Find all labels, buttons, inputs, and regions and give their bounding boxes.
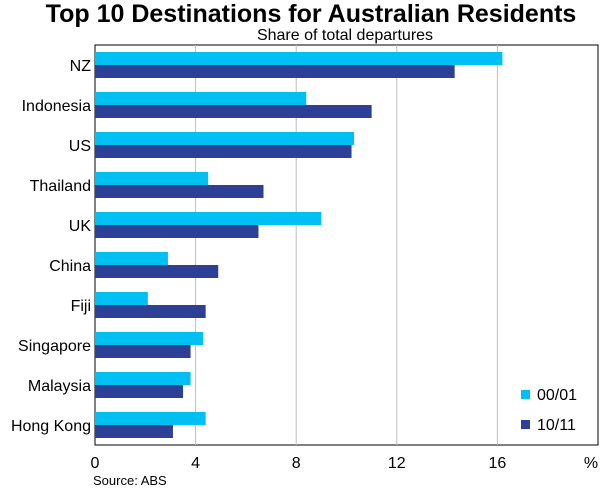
- bar-uk-00-01: [95, 212, 322, 225]
- bar-thailand-00-01: [95, 172, 209, 185]
- category-label-indonesia: Indonesia: [22, 98, 91, 115]
- category-label-singapore: Singapore: [18, 338, 91, 355]
- x-tick-label-4: 4: [191, 455, 200, 472]
- category-label-malaysia: Malaysia: [28, 378, 91, 395]
- bar-fiji-00-01: [95, 292, 148, 305]
- category-labels: NZ Indonesia US Thailand UK China Fiji Singapor…: [11, 58, 91, 435]
- legend-swatch-00-01: [521, 390, 530, 399]
- x-tick-label-12: 12: [388, 455, 406, 472]
- bar-nz-00-01: [95, 52, 503, 65]
- category-label-uk: UK: [69, 218, 92, 235]
- legend-label-10-11: 10/11: [537, 417, 576, 434]
- bar-singapore-00-01: [95, 332, 204, 345]
- x-tick-label-8: 8: [292, 455, 301, 472]
- bar-malaysia-00-01: [95, 372, 191, 385]
- chart-title: Top 10 Destinations for Australian Resid…: [46, 0, 577, 28]
- bar-fiji-10-11: [95, 305, 206, 318]
- bar-singapore-10-11: [95, 345, 191, 358]
- bar-hong-kong-00-01: [95, 412, 206, 425]
- x-unit-label: %: [584, 455, 598, 472]
- category-label-us: US: [69, 138, 91, 155]
- category-label-hong-kong: Hong Kong: [11, 418, 91, 435]
- category-label-china: China: [49, 258, 91, 275]
- bar-china-00-01: [95, 252, 168, 265]
- source-note: Source: ABS: [93, 473, 167, 488]
- x-tick-label-16: 16: [489, 455, 507, 472]
- legend-swatch-10-11: [521, 420, 530, 429]
- x-tick-labels: 0 4 8 12 16: [91, 455, 507, 472]
- bar-hong-kong-10-11: [95, 425, 173, 438]
- legend-label-00-01: 00/01: [537, 387, 577, 404]
- category-label-thailand: Thailand: [30, 178, 91, 195]
- chart-subtitle: Share of total departures: [257, 27, 433, 44]
- bar-indonesia-10-11: [95, 105, 372, 118]
- bar-us-00-01: [95, 132, 355, 145]
- plot-frame: [94, 44, 599, 446]
- bar-thailand-10-11: [95, 185, 264, 198]
- bar-indonesia-00-01: [95, 92, 307, 105]
- bar-nz-10-11: [95, 65, 455, 78]
- bar-us-10-11: [95, 145, 352, 158]
- category-label-fiji: Fiji: [71, 298, 91, 315]
- legend: 00/01 10/11: [521, 387, 577, 434]
- x-tick-label-0: 0: [91, 455, 100, 472]
- category-label-nz: NZ: [70, 58, 92, 75]
- bar-malaysia-10-11: [95, 385, 184, 398]
- bar-uk-10-11: [95, 225, 259, 238]
- bars: [95, 52, 503, 438]
- bar-china-10-11: [95, 265, 219, 278]
